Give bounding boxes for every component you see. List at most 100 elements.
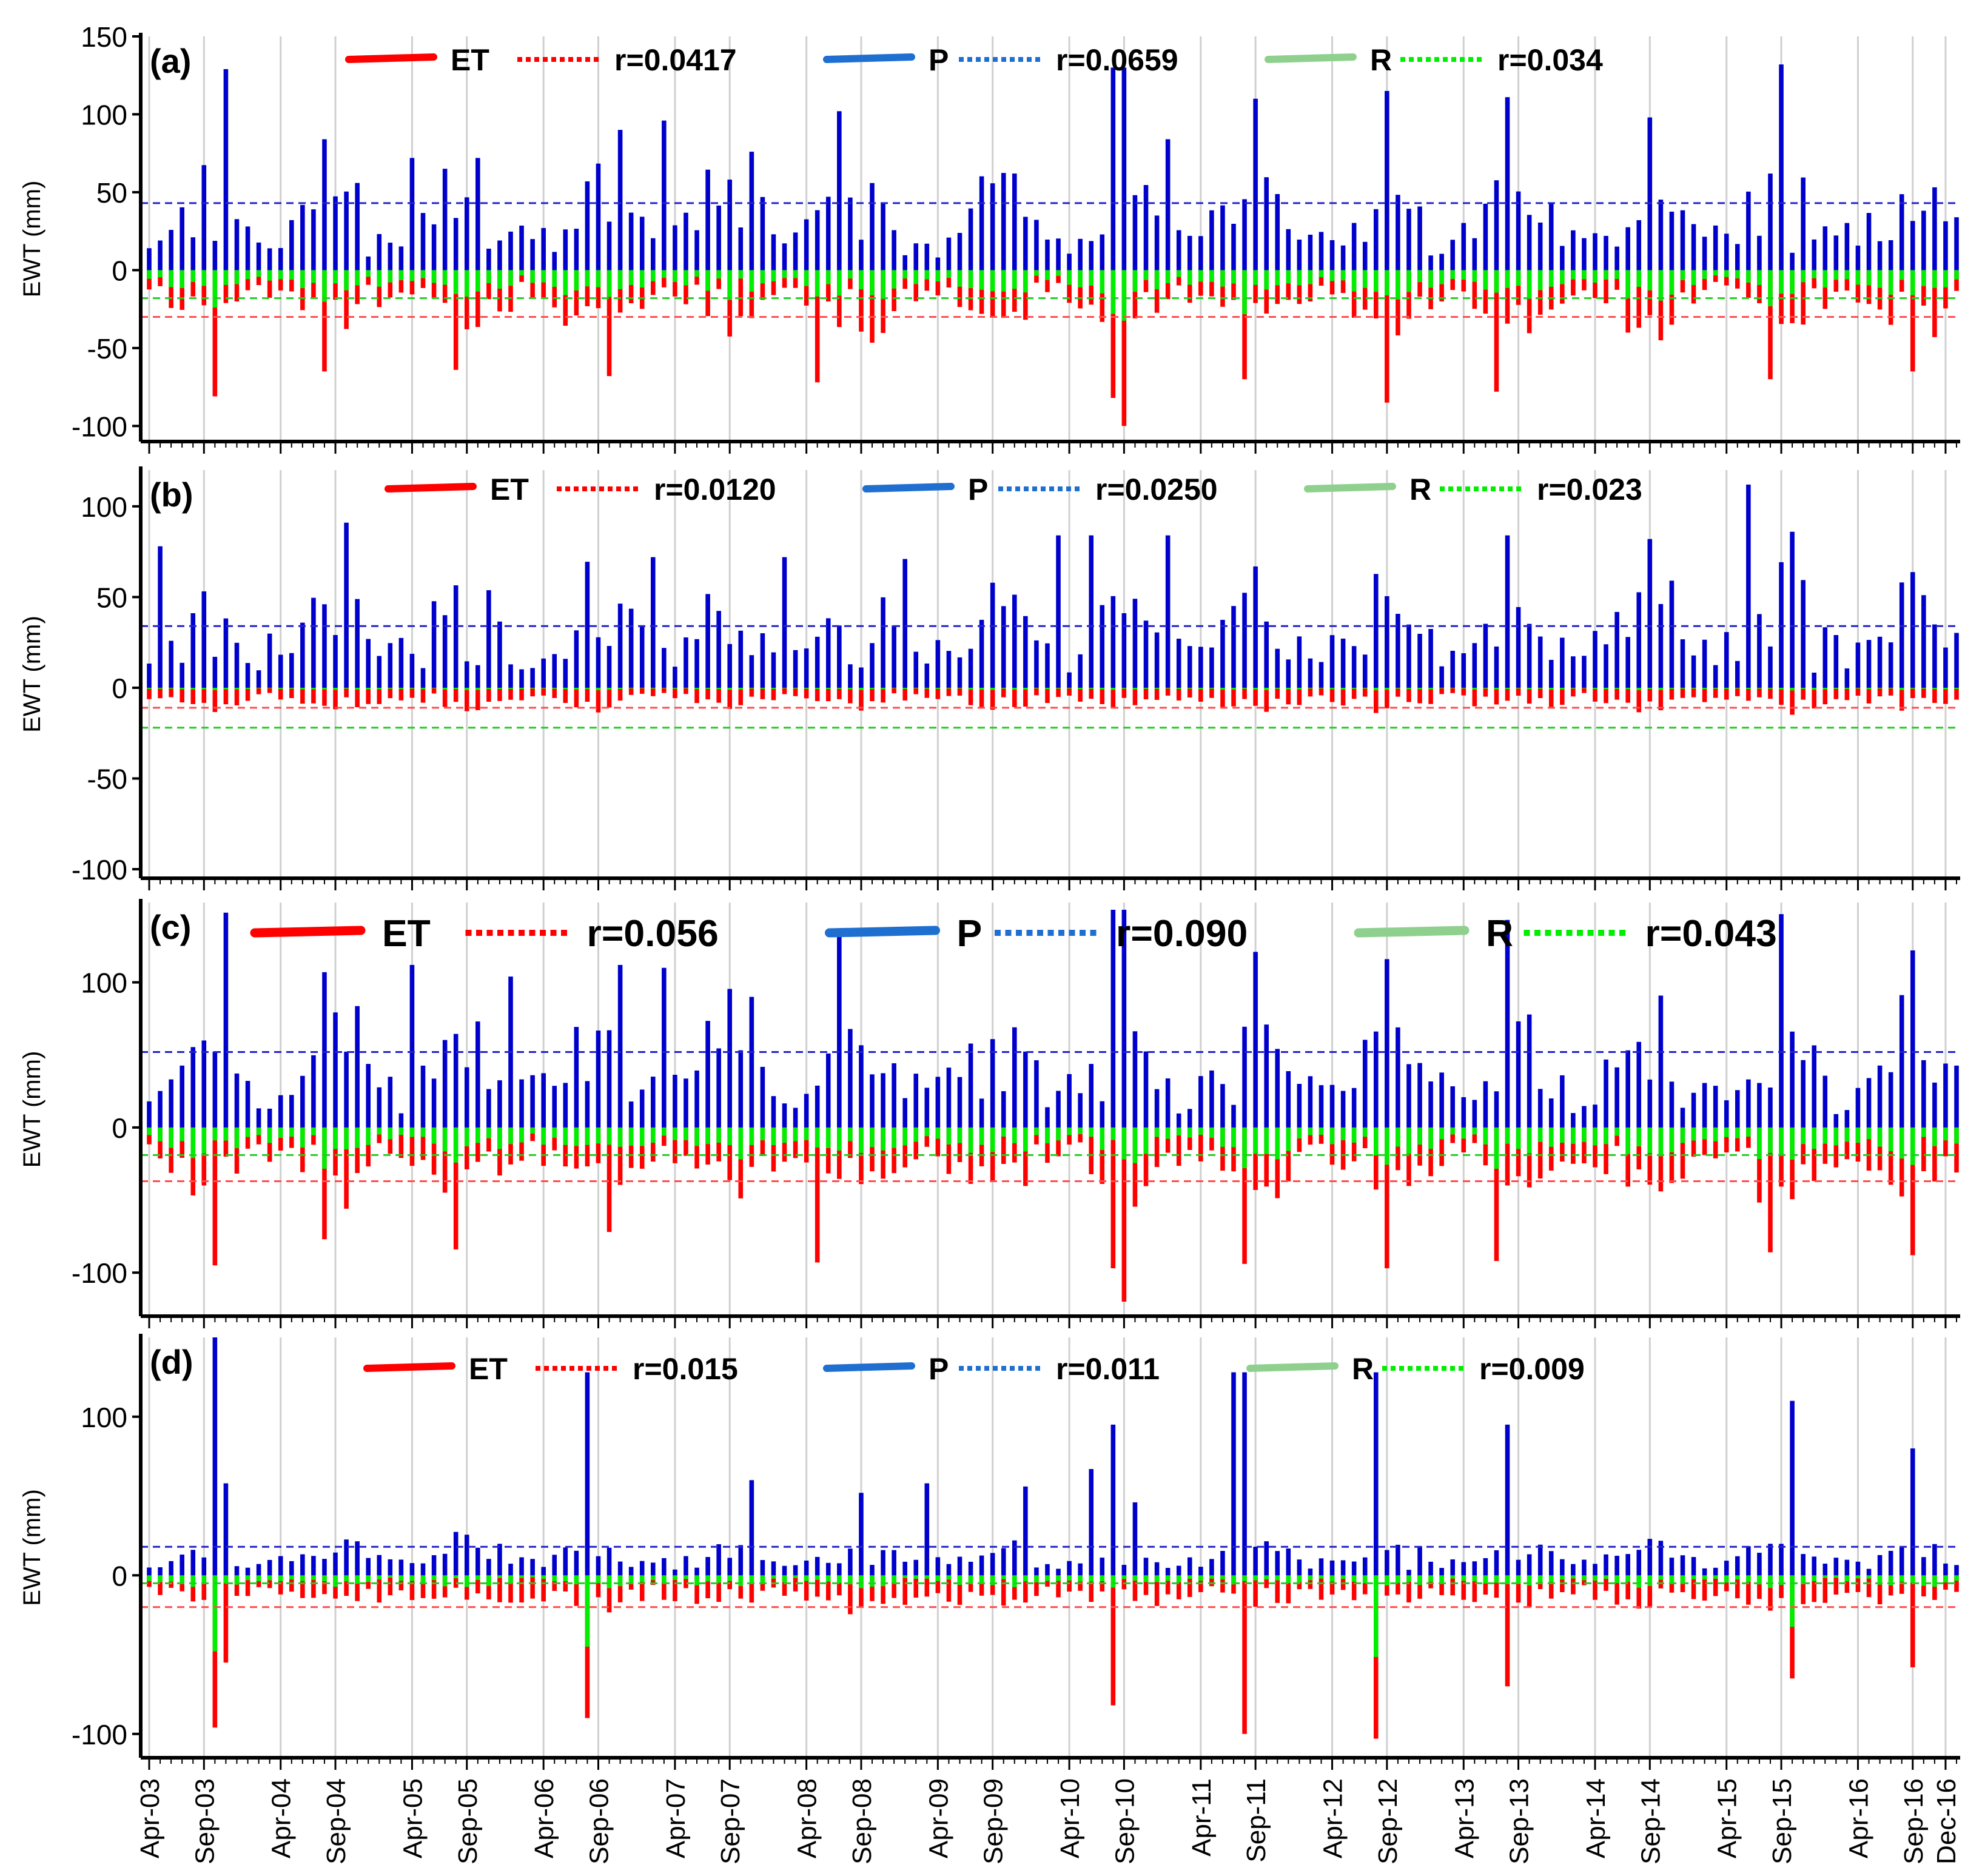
p-bar — [1143, 1051, 1149, 1128]
p-bar — [1165, 535, 1171, 688]
r-bar — [1209, 1127, 1214, 1138]
p-bar — [1899, 995, 1904, 1128]
p-bar — [552, 252, 557, 271]
et-bar — [409, 1127, 415, 1166]
et-bar — [1406, 687, 1411, 702]
legend-r-r-label: r=0.034 — [1497, 43, 1603, 77]
p-bar — [1658, 995, 1664, 1128]
p-bar — [1362, 1040, 1368, 1128]
p-bar — [1242, 1026, 1247, 1128]
p-bar — [1822, 627, 1828, 688]
p-bar — [1910, 1448, 1915, 1576]
p-bar — [585, 1372, 590, 1576]
p-bar — [1954, 217, 1959, 271]
r-bar — [968, 1127, 973, 1153]
et-bar — [147, 270, 152, 290]
r-bar — [355, 1575, 360, 1584]
et-bar — [256, 1127, 261, 1145]
et-bar — [924, 270, 930, 291]
et-bar — [1779, 687, 1784, 705]
p-bar — [1483, 624, 1488, 688]
p-bar — [1428, 629, 1433, 688]
et-bar — [169, 270, 173, 308]
p-bar — [245, 1567, 250, 1576]
et-bar — [1910, 1575, 1915, 1667]
p-bar — [1176, 639, 1181, 688]
et-bar — [1472, 1127, 1477, 1143]
et-bar — [1899, 270, 1904, 292]
r-bar — [486, 687, 491, 690]
et-bar — [1319, 1127, 1324, 1144]
r-bar — [486, 1127, 491, 1138]
et-bar — [1308, 1127, 1313, 1145]
p-bar — [1154, 1562, 1160, 1576]
r-bar — [1012, 1127, 1017, 1143]
x-tick-label: Apr-06 — [529, 1778, 559, 1858]
et-bar — [913, 1127, 919, 1160]
r-bar — [1461, 1127, 1466, 1139]
et-bar — [355, 270, 360, 304]
et-bar — [892, 270, 896, 311]
p-bar — [190, 1047, 196, 1128]
legend-p-line — [823, 1362, 915, 1372]
et-bar — [1417, 687, 1422, 704]
et-bar — [1614, 1575, 1619, 1605]
et-bar — [1757, 270, 1762, 303]
et-bar — [530, 1127, 535, 1141]
p-bar — [1450, 650, 1456, 688]
r-bar — [738, 270, 744, 279]
et-bar — [968, 270, 973, 311]
et-bar — [278, 687, 283, 700]
p-bar — [1537, 1544, 1543, 1576]
p-bar — [1571, 656, 1576, 688]
p-bar — [1746, 191, 1751, 271]
p-bar — [201, 1040, 207, 1128]
legend-r-r-label: r=0.023 — [1537, 472, 1642, 506]
p-bar — [1921, 210, 1926, 271]
et-bar — [322, 270, 327, 372]
r-bar — [1012, 270, 1017, 289]
p-bar — [1888, 642, 1893, 688]
r-bar — [563, 687, 568, 690]
legend-r-label: R — [1486, 912, 1513, 955]
r-bar — [322, 687, 327, 690]
et-bar — [705, 270, 710, 317]
r-bar — [1636, 687, 1642, 690]
p-bar — [793, 650, 798, 688]
et-bar — [628, 687, 634, 695]
r-bar — [190, 1127, 196, 1158]
r-bar — [431, 270, 437, 283]
et-bar — [1121, 270, 1127, 426]
r-bar — [1253, 1127, 1258, 1154]
r-bar — [662, 1127, 667, 1136]
r-bar — [1187, 1575, 1192, 1579]
et-bar — [267, 270, 272, 298]
p-bar — [870, 1565, 875, 1576]
p-bar — [892, 625, 896, 688]
p-bar — [1297, 1084, 1302, 1128]
r-bar — [497, 1127, 502, 1149]
p-bar — [180, 1555, 184, 1576]
p-bar — [289, 220, 294, 271]
r-bar — [1340, 1575, 1346, 1579]
et-bar — [1450, 1127, 1456, 1143]
p-bar — [464, 197, 469, 271]
et-bar — [1439, 687, 1444, 694]
p-bar — [673, 1569, 677, 1576]
et-bar — [212, 687, 218, 712]
r-bar — [355, 1127, 360, 1148]
p-bar — [1406, 1570, 1411, 1576]
p-bar — [1943, 647, 1948, 688]
et-bar — [1494, 687, 1499, 705]
r-bar — [738, 1575, 744, 1586]
r-bar — [1593, 687, 1597, 690]
et-bar — [1833, 270, 1839, 292]
et-bar — [1406, 270, 1411, 319]
et-bar — [344, 1575, 349, 1596]
et-bar — [815, 1575, 820, 1597]
r-bar — [1023, 270, 1028, 293]
p-bar — [705, 1557, 710, 1576]
r-bar — [1680, 687, 1685, 689]
p-bar — [1308, 1568, 1313, 1576]
p-bar — [1385, 90, 1389, 271]
